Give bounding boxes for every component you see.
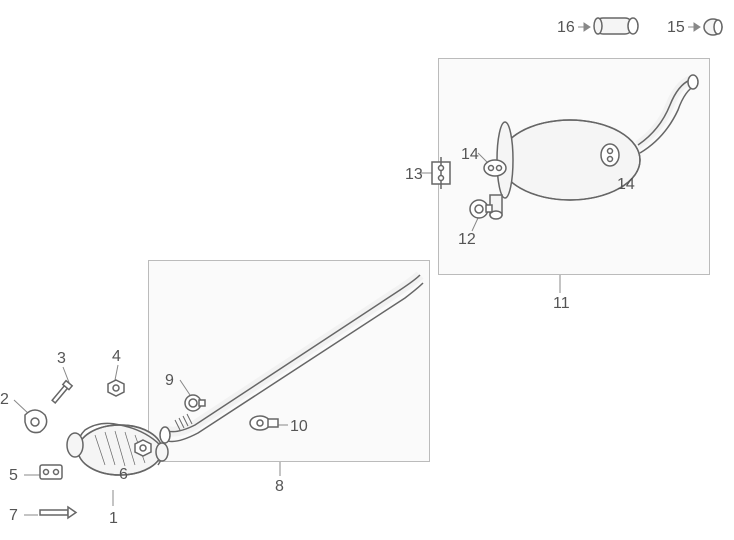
tip-15 <box>704 19 722 35</box>
gasket <box>25 410 47 433</box>
muffler-assembly-box <box>438 58 710 275</box>
intermediate-pipe-box <box>148 260 430 462</box>
callout-1: 1 <box>109 510 118 528</box>
callout-10: 10 <box>290 418 308 436</box>
callout-2: 2 <box>0 391 9 409</box>
callout-7: 7 <box>9 507 18 525</box>
callout-11: 11 <box>553 295 570 313</box>
callout-3: 3 <box>57 350 66 368</box>
callout-16: 16 <box>557 19 575 37</box>
callout-12: 12 <box>458 231 476 249</box>
callout-8: 8 <box>275 478 284 496</box>
callout-15: 15 <box>667 19 685 37</box>
callout-5: 5 <box>9 467 18 485</box>
stud <box>51 381 73 405</box>
callout-9: 9 <box>165 372 174 390</box>
extension-16 <box>594 18 638 34</box>
nut-4 <box>108 380 124 396</box>
bracket-5 <box>40 465 62 479</box>
callout-4: 4 <box>112 348 121 366</box>
bolt-7 <box>40 507 76 518</box>
callout-6: 6 <box>119 466 128 484</box>
callout-13: 13 <box>405 166 423 184</box>
callout-14a: 14 <box>461 146 479 164</box>
callout-14b: 14 <box>617 176 635 194</box>
